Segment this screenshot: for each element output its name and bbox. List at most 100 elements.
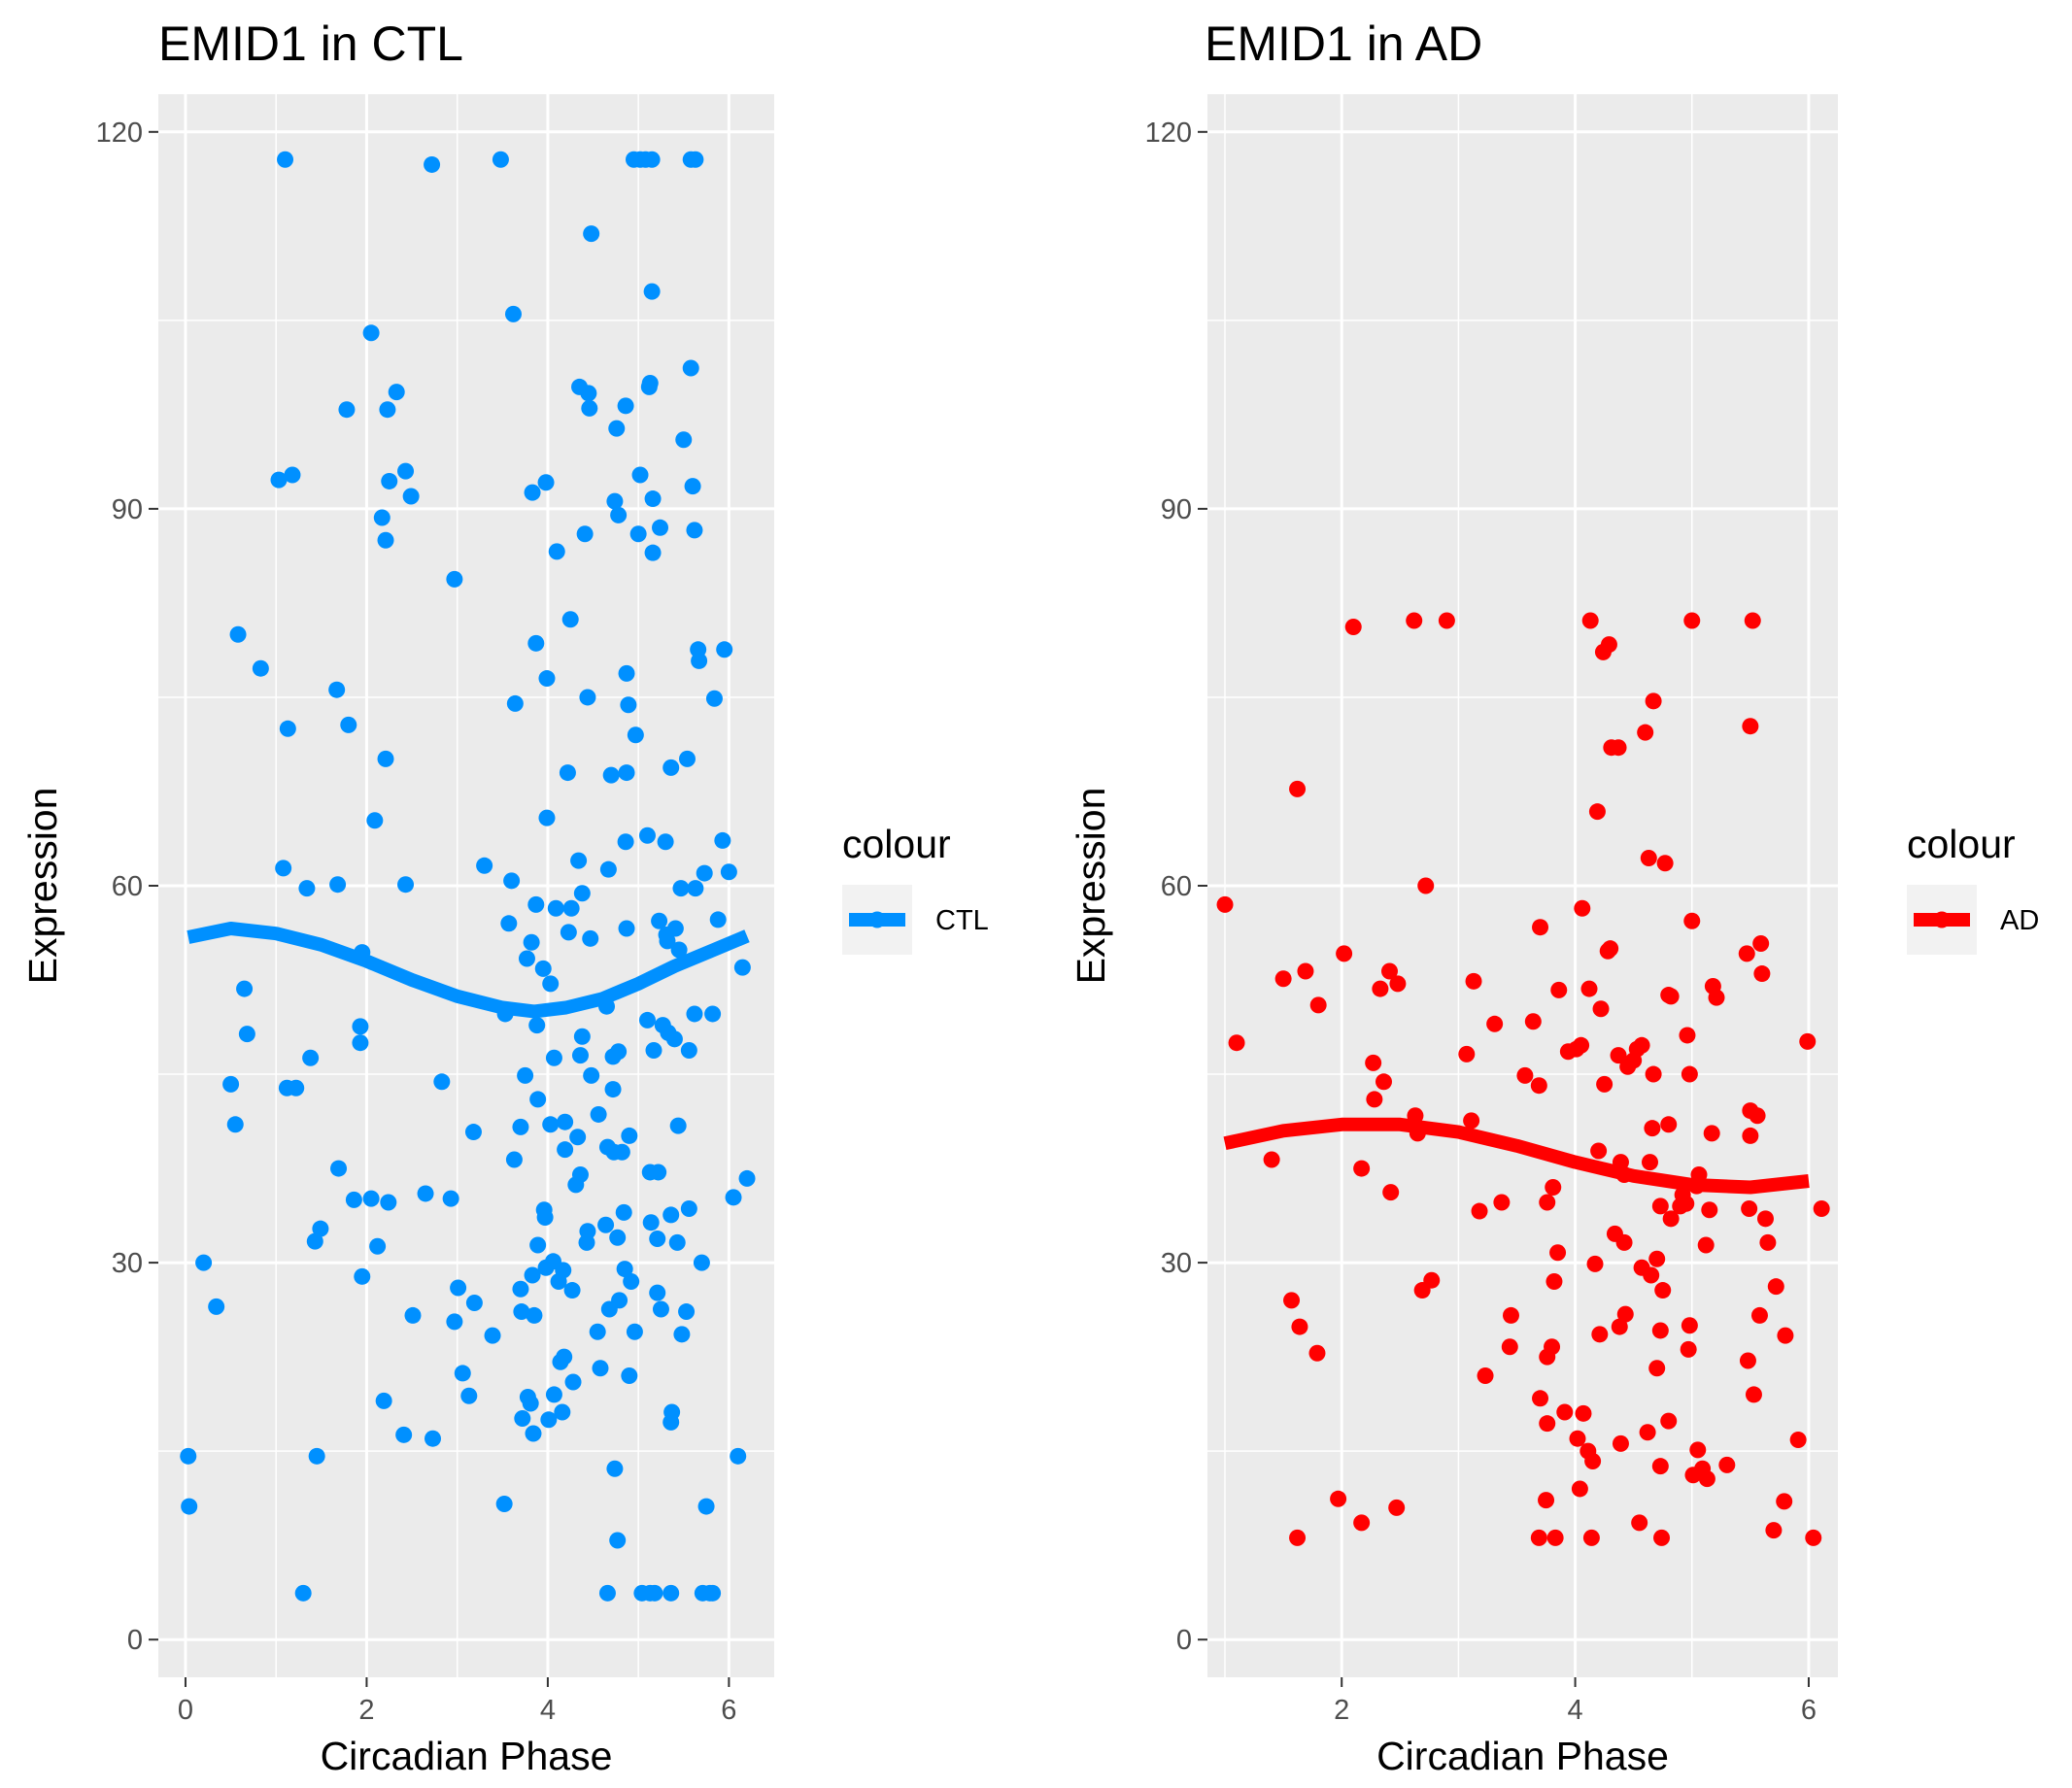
data-point [580,385,597,402]
data-point [517,1066,534,1084]
data-point [666,920,684,937]
data-point [1678,1195,1695,1212]
data-point [306,1232,323,1250]
data-point [638,1011,656,1029]
data-point [1592,1000,1610,1018]
data-point [1406,612,1423,629]
data-point [642,1214,660,1231]
data-point [1465,972,1482,990]
data-point [464,1124,482,1141]
data-point [617,833,634,851]
data-point [1438,612,1455,629]
data-point [362,1190,380,1207]
data-point [687,880,704,897]
data-point [705,690,723,707]
data-point [512,1118,529,1135]
data-point [1765,1522,1783,1539]
data-point [1799,1032,1817,1050]
x-tick-label: 4 [1568,1695,1583,1726]
data-point [1591,1326,1609,1343]
data-point [529,1091,547,1108]
data-point [1611,1318,1628,1335]
data-point [352,1034,369,1052]
data-point [1389,975,1407,993]
data-point [620,696,637,714]
data-point [1662,988,1680,1005]
data-point [1752,935,1770,953]
data-point [618,764,635,782]
data-point [669,1117,687,1134]
data-point [1309,996,1327,1014]
data-point [548,543,565,560]
data-point [236,980,254,997]
data-point [1642,1154,1659,1171]
chart-title: EMID1 in CTL [158,17,463,71]
data-point [1477,1367,1494,1385]
data-point [377,750,394,767]
data-point [514,1410,531,1428]
data-point [1588,803,1606,821]
data-point [623,1273,640,1290]
x-tick-label: 6 [1801,1695,1817,1726]
data-point [329,876,347,894]
data-point [524,484,541,501]
data-point [691,652,708,669]
data-point [709,911,727,928]
data-point [1575,1404,1592,1422]
data-point [542,1116,560,1133]
data-point [540,1411,558,1429]
data-point [460,1387,478,1404]
data-point [375,1392,392,1409]
data-point [298,880,316,897]
data-point [583,1066,600,1084]
data-point [1656,855,1674,872]
data-point [1289,780,1307,797]
data-point [195,1254,213,1271]
data-point [1660,1116,1678,1133]
data-point [579,1223,596,1240]
data-point [1375,1073,1392,1091]
data-point [1651,1322,1669,1339]
data-point [1458,1045,1476,1063]
data-point [638,827,656,844]
data-point [302,1049,320,1066]
data-point [662,1584,680,1602]
data-point [556,1348,573,1366]
data-point [613,1143,630,1161]
data-point [518,950,535,967]
fit-line [1223,1117,1810,1195]
data-point [564,1373,582,1391]
data-point [1532,1390,1549,1407]
data-point [1789,1432,1807,1448]
data-point [1805,1529,1822,1546]
data-point [1524,1013,1542,1030]
data-point [1681,1317,1698,1334]
y-tick-label: 30 [1161,1248,1192,1279]
data-point [1653,1529,1671,1546]
data-point [665,1030,683,1048]
data-point [417,1185,434,1202]
data-point [602,766,620,784]
data-point [1633,1036,1650,1054]
data-point [686,1005,703,1023]
data-point [528,1017,546,1034]
data-point [1344,619,1362,636]
data-point [484,1327,501,1344]
data-point [1549,1244,1567,1262]
data-point [1546,1273,1563,1290]
data-point [1683,912,1701,929]
data-point [328,681,346,698]
data-point [523,933,540,951]
x-tick-label: 2 [1334,1695,1349,1726]
data-point [1584,1452,1602,1469]
data-point [652,519,669,536]
data-point [559,764,576,782]
data-point [1365,1054,1382,1071]
data-point [1573,1036,1590,1054]
data-point [1228,1034,1245,1052]
data-point [284,466,301,484]
data-point [362,324,380,342]
data-point [1463,1112,1480,1130]
data-point [454,1365,471,1382]
data-point [1680,1340,1697,1358]
